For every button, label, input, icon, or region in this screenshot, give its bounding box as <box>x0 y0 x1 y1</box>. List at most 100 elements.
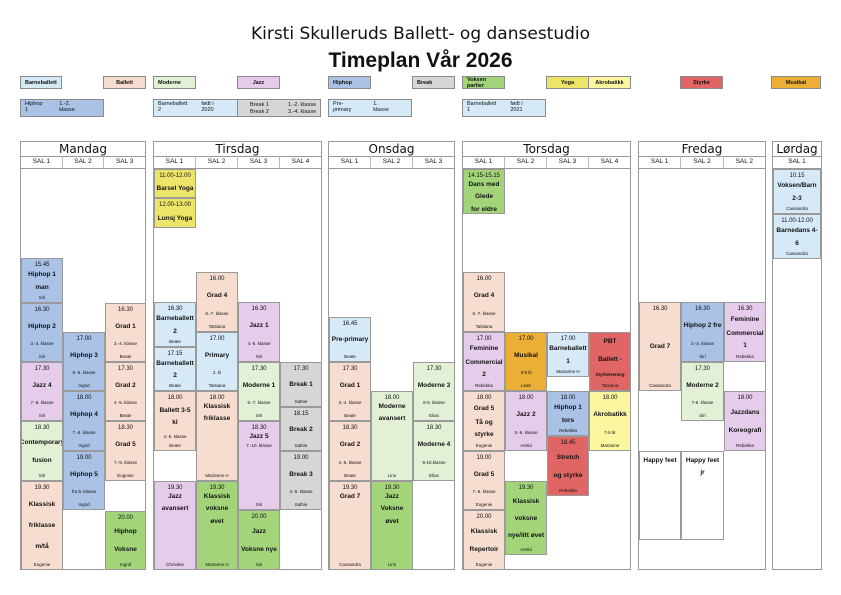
page-title: Timeplan Vår 2026 <box>328 49 513 72</box>
class-jazz-voksne-nye[interactable]: 20.00 Jazz Voksne nye Siri <box>238 510 280 570</box>
class-name-line2: for eldre <box>470 205 497 213</box>
day-onsdag: Onsdag SAL 1 SAL 2 SAL 3 16.45 Pre-prima… <box>328 141 455 570</box>
class-time: 12.00-13.00 <box>158 202 192 208</box>
class-hiphop-2-fre[interactable]: 16.30 Hiphop 2 fre 3.-4. klasse Siri <box>681 302 724 362</box>
class-moderne-3[interactable]: 17.30 Moderne 3 8-9. klasse Elias <box>413 362 455 421</box>
class-barsel-yoga[interactable]: 11.00-12.00 Barsel Yoga <box>154 169 196 198</box>
class-feminine-commercial-1[interactable]: 16.30 Feminine Commercial 1 Rebekka <box>724 302 766 362</box>
class-grad-4[interactable]: 16.00 Grad 4 6.-7. klasse Tatsiana <box>463 272 505 332</box>
class-grad-7[interactable]: 19.30 Grad 7 Cassandra <box>329 481 371 570</box>
class-moderne-avansert[interactable]: 18.00 Moderne avansert Linn <box>371 391 413 481</box>
class-pre-primary[interactable]: 16.45 Pre-primary Beate <box>329 317 371 362</box>
class-moderne-1[interactable]: 17.30 Moderne 1 6.-7. klasse Siri <box>238 362 280 421</box>
class-teacher: Ingrid <box>78 443 90 448</box>
class-pbt-ballett-styrketrening[interactable]: PBT Ballett - Styrketrening Tatsiana <box>589 332 631 391</box>
class-grad-1[interactable]: 17.30 Grad 1 3.-4. klasse Beate <box>329 362 371 421</box>
class-name: Lunsj Yoga <box>157 214 193 222</box>
class-moderne-4[interactable]: 18.30 Moderne 4 9-10.klasse Elias <box>413 421 455 481</box>
info-name: Pre-primary <box>333 101 352 113</box>
class-hiphop-5[interactable]: 19.00 Hiphop 5 fra 9. klasse Ingrid <box>63 451 105 510</box>
class-barneballett-2-a[interactable]: 16.30 Barneballett 2 Beate <box>154 302 196 347</box>
class-name: Moderne 1 <box>242 381 276 389</box>
class-name: Grad 7 <box>649 343 671 351</box>
class-feminine-commercial-2[interactable]: 17.00 Feminine Commercial 2 Rebekka <box>463 332 505 391</box>
class-hiphop-3[interactable]: 17.00 Hiphop 3 5.-6. klasse Ingrid <box>63 332 105 391</box>
class-name: Dans med Glede <box>468 181 500 201</box>
class-grad-5[interactable]: 19.00 Grad 5 7.-8. klasse Eugenie <box>463 451 505 510</box>
class-musikal[interactable]: 17.00 Musikal 3-5 kl Leah <box>505 332 547 391</box>
class-klassisk-repertoir[interactable]: 20.00 Klassisk Repertoir Eugenie <box>463 510 505 570</box>
class-time: 20.00 <box>117 515 133 521</box>
class-stretch-og-styrke[interactable]: 18.45 Stretch og styrke Rebekka <box>547 436 589 496</box>
class-lunsj-yoga[interactable]: 12.00-13.00 Lunsj Yoga <box>154 198 196 228</box>
class-teacher: Rebekka <box>475 382 493 388</box>
class-name: Feminine <box>730 315 760 323</box>
class-group: 4.-5. klasse <box>247 340 271 346</box>
legend-voksen-partier: Voksen partier <box>462 76 505 89</box>
class-break-2[interactable]: 18.15 Break 2 Sathie <box>280 407 322 451</box>
class-happy-feet[interactable]: Happy feet <box>639 451 681 540</box>
class-group: 7-9 år <box>604 429 616 435</box>
class-grad-2[interactable]: 17.30 Grad 2 4.-5. klasse Beate <box>105 362 146 421</box>
info-level: 1.-2. klasse <box>59 101 75 113</box>
legend-moderne: Moderne <box>153 76 196 89</box>
class-group: 5.-6. klasse <box>72 370 96 376</box>
class-name-line2: Commercial 1 <box>726 329 764 349</box>
class-klassisk-voksne-nye[interactable]: 19.30 Klassisk voksne nye/litt øvet Astr… <box>505 481 547 555</box>
class-hiphop-voksne[interactable]: 20.00 Hiphop Voksne Ingrid <box>105 511 146 570</box>
class-barneballett-2-b[interactable]: 17.15 Barneballett 2 Beate <box>154 347 196 391</box>
class-hiphop-2[interactable]: 16.30 Hiphop 2 3.-4. klasse Siri <box>21 303 63 362</box>
class-name: Ballett 3-5 kl <box>159 407 191 427</box>
room-header-row: SAL 1 SAL 2 SAL 3 SAL 4 <box>463 156 630 169</box>
class-grad-5[interactable]: 18.30 Grad 5 7.-9. klasse Eugenie <box>105 421 146 481</box>
legend-ballett: Ballett <box>103 76 146 89</box>
class-name: Jazz <box>252 527 266 535</box>
class-jazz-avansert[interactable]: 19.30 Jazz avansert Christine <box>154 481 196 570</box>
class-contemporary-fusion[interactable]: 18.30 Contemporary fusion Siri <box>21 421 63 481</box>
class-jazz-4[interactable]: 17.30 Jazz 4 7.-8. klasse Siri <box>21 362 63 421</box>
class-moderne-2[interactable]: 17.30 Moderne 2 7-8. klasse Siri <box>681 362 724 421</box>
class-barnedans-4-6[interactable]: 11.00-12.00 Barnedans 4-6 Cassandra <box>773 214 821 259</box>
class-break-1[interactable]: 17.30 Break 1 Sathie <box>280 362 322 407</box>
class-name: Break 2 <box>289 425 313 433</box>
class-jazzdans-koreografi[interactable]: 18.00 Jazzdans Koreografi Rebekka <box>724 391 766 451</box>
class-name: Musikal <box>514 351 538 359</box>
class-hiphop-1-man[interactable]: 15.45 Hiphop 1 man Siri <box>21 258 63 303</box>
class-group: 4.-5. klasse <box>338 459 362 465</box>
room-label: SAL 2 <box>63 156 105 168</box>
class-teacher: Siri <box>38 295 46 300</box>
class-teacher: Siri <box>255 502 263 507</box>
class-primary[interactable]: 17.00 Primary 2. kl Tatsiana <box>196 332 238 391</box>
class-grad-4[interactable]: 16.00 Grad 4 6.-7. klasse Tatsiana <box>196 272 238 332</box>
class-teacher: Marianne <box>600 443 620 448</box>
class-klassisk-friklasse[interactable]: 18.00 Klassisk friklasse Marianne H <box>196 391 238 481</box>
day-torsdag: Torsdag SAL 1 SAL 2 SAL 3 SAL 4 14.15-15… <box>462 141 631 570</box>
class-teacher: Cassandra <box>786 206 808 211</box>
class-klassisk-voksne-ovet[interactable]: 19.30 Klassisk voksne øvet Marianne H <box>196 481 238 570</box>
class-jazz-5[interactable]: 18.30 Jazz 5 7.-10. klasse Siri <box>238 421 280 510</box>
class-time: 16.30 <box>652 306 668 312</box>
class-voksen-barn-2-3[interactable]: 10.15 Voksen/Barn 2-3 Cassandra <box>773 169 821 214</box>
class-klassisk-friklasse-mta[interactable]: 19.30 Klassisk friklasse m/tå Eugenie <box>21 481 63 570</box>
class-jazz-voksne-ovet[interactable]: 19.30 Jazz Voksne øvet Linn <box>371 481 413 570</box>
class-hiphop-4[interactable]: 18.00 Hiphop 4 7.-8. klasse Ingrid <box>63 391 105 451</box>
class-break-3[interactable]: 19.00 Break 3 4.-6. klasse Sathie <box>280 451 322 510</box>
class-name: Grad 4 <box>473 292 495 300</box>
class-jazz-2[interactable]: 18.00 Jazz 2 5.-6. klasse Astrid <box>505 391 547 451</box>
class-akrobatikk[interactable]: 18.00 Akrobatikk 7-9 år Marianne <box>589 391 631 451</box>
class-name-line2: voksne <box>514 514 538 522</box>
class-dans-med-glede[interactable]: 14.15-15.15 Dans med Glede for eldre <box>463 169 505 214</box>
class-barneballett-1[interactable]: 17.00 Barneballett 1 Marianne H <box>547 332 589 377</box>
class-grad-5-ta-og-styrke[interactable]: 18.00 Grad 5 Tå og styrke Eugenie <box>463 391 505 451</box>
class-ballett-3-5-kl[interactable]: 18.00 Ballett 3-5 kl 4.-5. klasse Beate <box>154 391 196 451</box>
class-time: 16.45 <box>342 321 358 327</box>
class-hiphop-1-tors[interactable]: 18.00 Hiphop 1 tors Rebekka <box>547 391 589 436</box>
class-teacher: Rebekka <box>559 428 577 433</box>
class-jazz-1[interactable]: 16.30 Jazz 1 4.-5. klasse Siri <box>238 302 280 362</box>
class-time: 19.00 <box>293 455 309 461</box>
class-happy-feet-jr[interactable]: Happy feet jr <box>681 451 724 540</box>
class-group: 3.-4. klasse <box>338 400 362 406</box>
class-grad-2[interactable]: 18.30 Grad 2 4.-5. klasse Beate <box>329 421 371 481</box>
class-grad-1[interactable]: 16.30 Grad 1 3.-4. klasse Beate <box>105 303 146 362</box>
class-grad-7[interactable]: 16.30 Grad 7 Cassandra <box>639 302 681 391</box>
